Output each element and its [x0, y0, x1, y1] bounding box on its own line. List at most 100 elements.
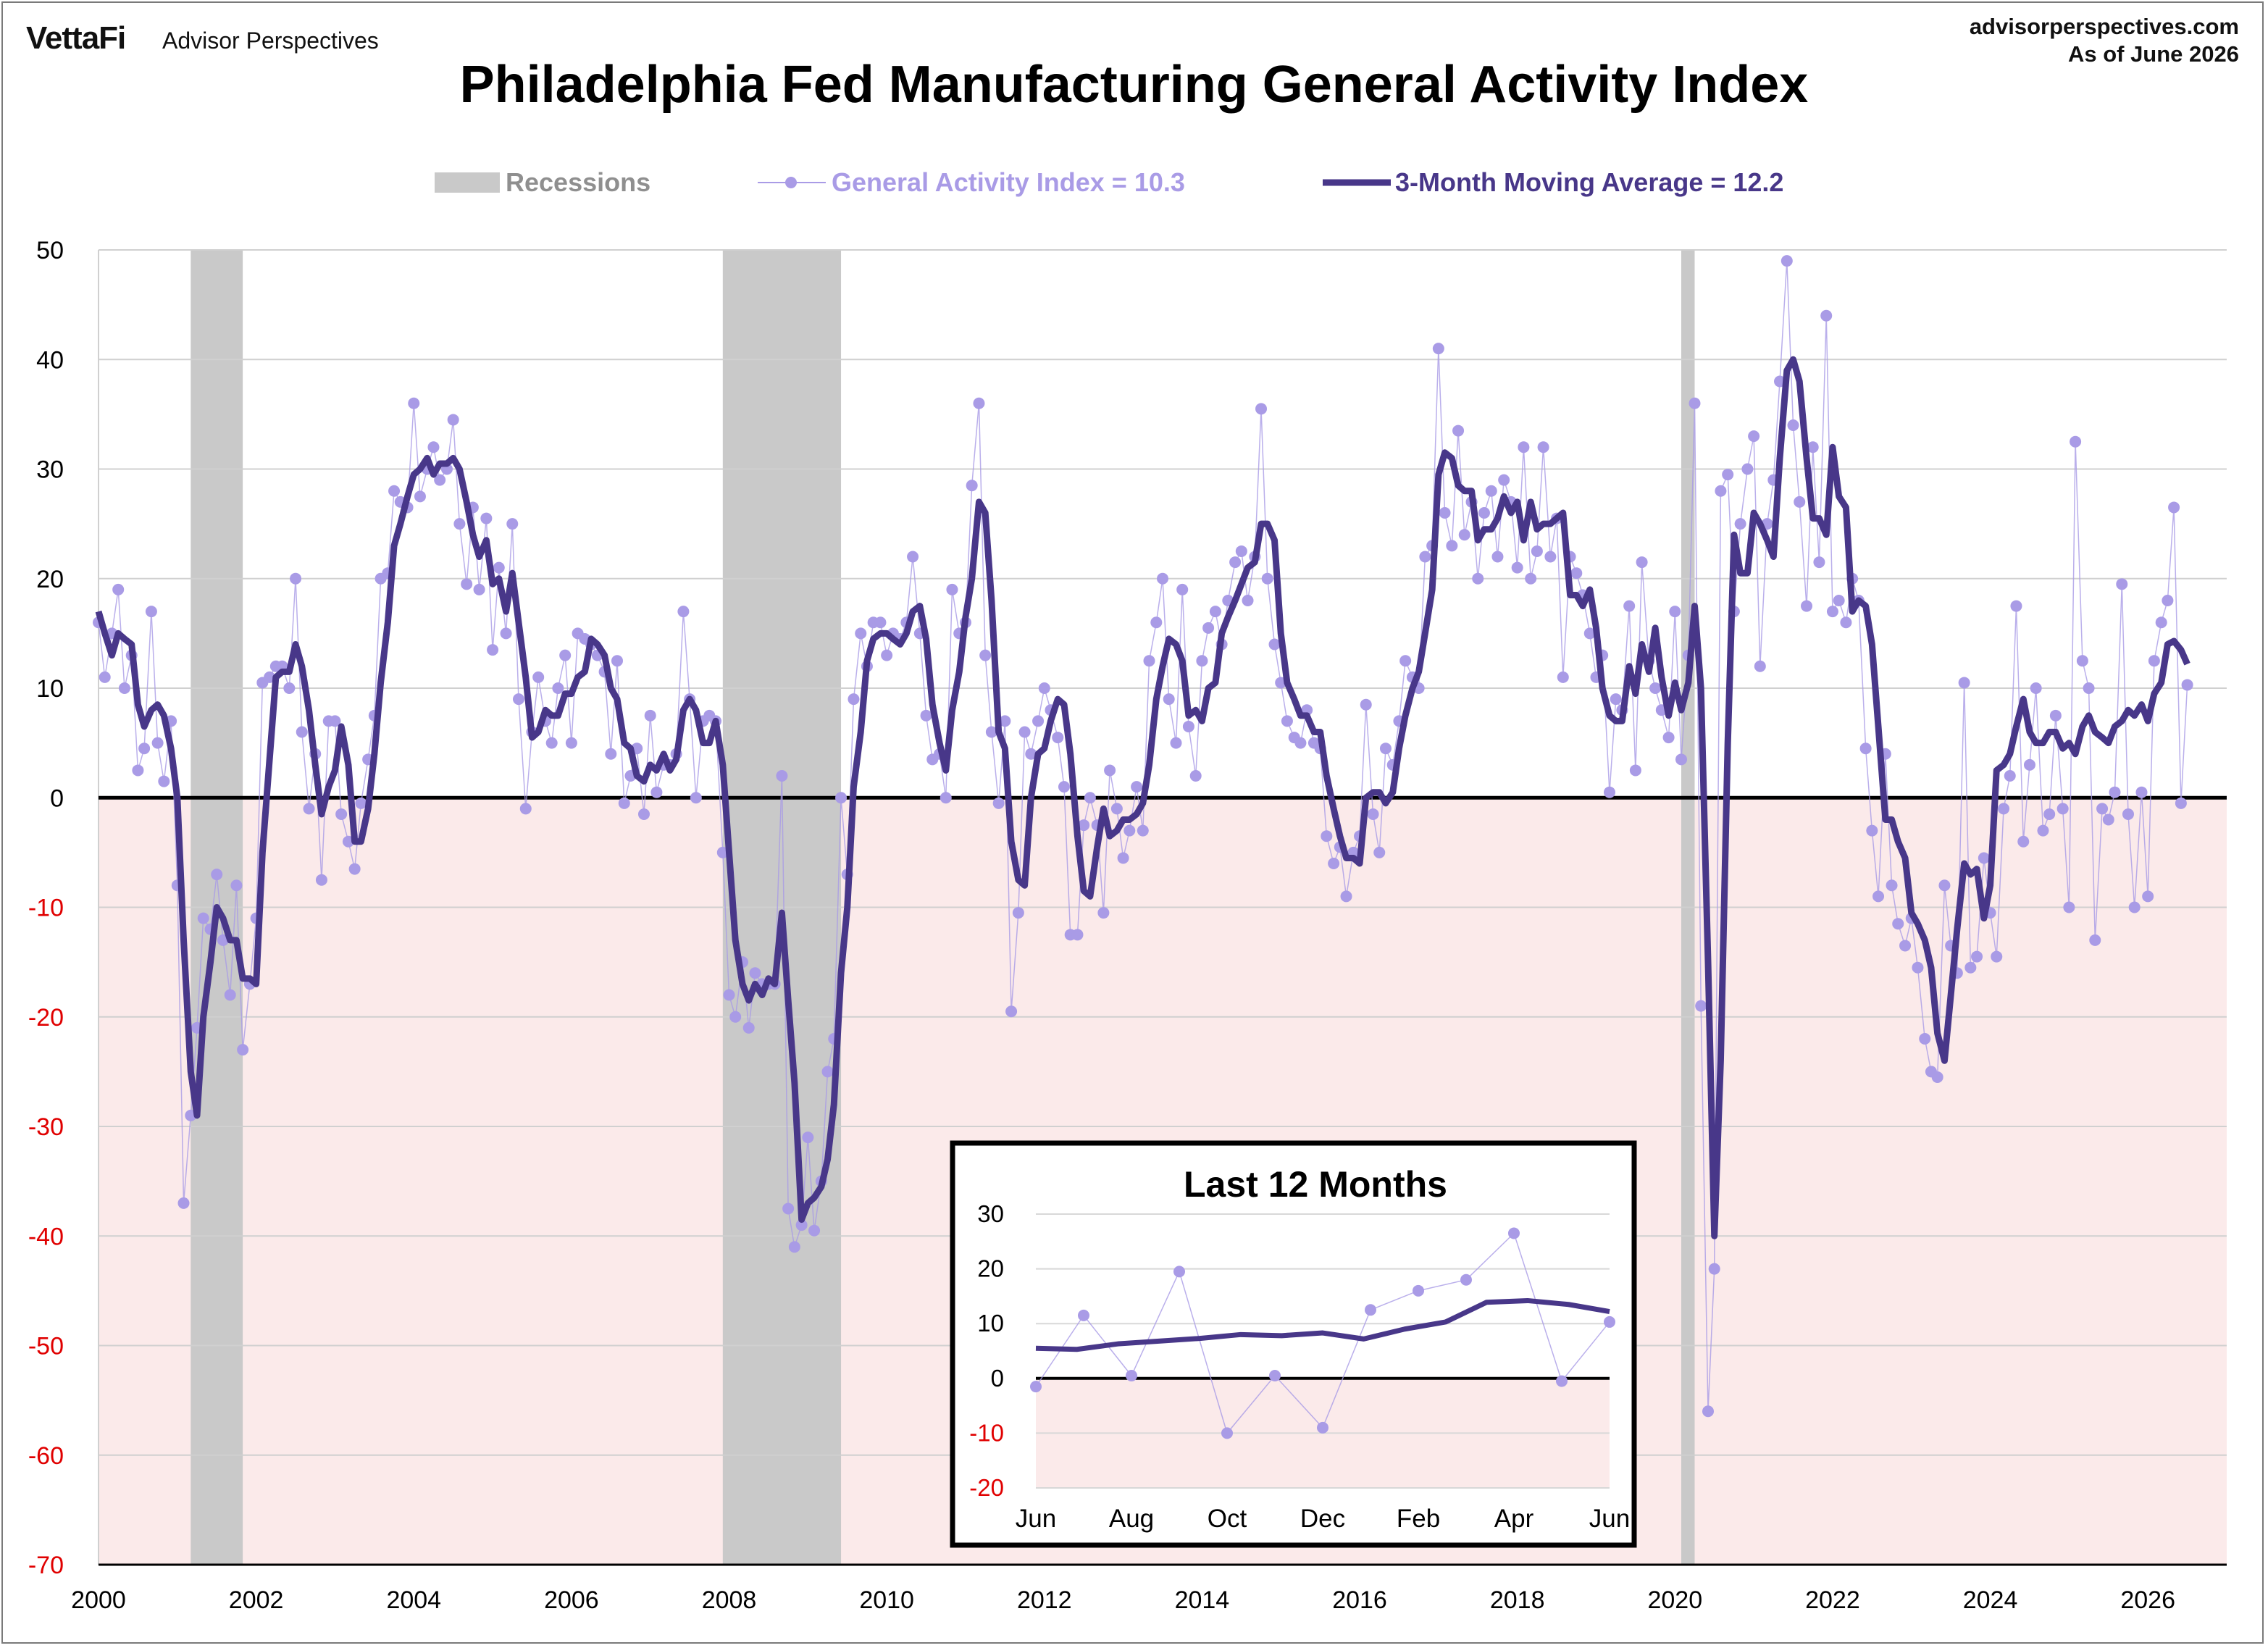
data-point	[1052, 732, 1064, 744]
data-point	[808, 1224, 821, 1237]
inset-title: Last 12 Months	[1184, 1164, 1447, 1205]
data-point	[1754, 660, 1766, 672]
y-tick-label: 40	[36, 346, 64, 374]
data-point	[940, 792, 952, 804]
data-point	[742, 1021, 755, 1034]
data-point	[973, 397, 985, 409]
site-info: advisorperspectives.com As of June 2026	[1970, 13, 2239, 68]
data-point	[1840, 616, 1852, 629]
data-point	[1321, 830, 1333, 842]
data-point	[1432, 343, 1444, 355]
inset-x-tick-label: Apr	[1494, 1505, 1534, 1533]
data-point	[874, 616, 887, 629]
data-point	[1859, 743, 1872, 755]
data-point	[506, 518, 519, 530]
data-point	[946, 583, 958, 595]
data-point	[408, 397, 420, 409]
inset-data-point	[1413, 1284, 1424, 1297]
data-point	[565, 737, 577, 749]
inset-data-point	[1460, 1273, 1472, 1286]
data-point	[1557, 671, 1569, 683]
data-point	[1084, 792, 1096, 804]
data-point	[795, 1219, 808, 1231]
data-point	[512, 693, 524, 706]
data-point	[2017, 835, 2030, 848]
y-tick-label: 20	[36, 566, 64, 593]
y-tick-label: -10	[28, 895, 64, 922]
data-point	[559, 649, 572, 661]
data-point	[427, 441, 440, 453]
data-point	[2155, 616, 2167, 629]
data-point	[999, 715, 1011, 727]
data-point	[2056, 803, 2069, 815]
data-point	[237, 1044, 249, 1056]
data-point	[2010, 600, 2022, 612]
inset-y-tick-label: 20	[977, 1255, 1004, 1282]
inset-data-point	[1078, 1309, 1089, 1321]
data-point	[749, 967, 761, 979]
data-point	[112, 583, 125, 595]
data-point	[1157, 572, 1168, 585]
inset-x-tick-label: Jun	[1016, 1505, 1056, 1533]
data-point	[1708, 1263, 1720, 1275]
data-point	[283, 682, 296, 694]
data-point	[1294, 737, 1307, 749]
y-tick-label: 10	[36, 675, 64, 703]
x-tick-label: 2024	[1963, 1586, 2018, 1614]
x-tick-label: 2012	[1017, 1586, 1072, 1614]
data-point	[644, 709, 656, 721]
data-point	[1801, 600, 1813, 612]
data-point	[1360, 698, 1372, 711]
data-point	[1032, 715, 1045, 727]
y-tick-label: -20	[28, 1004, 64, 1032]
y-tick-label: 50	[36, 237, 64, 264]
data-point	[1058, 781, 1070, 793]
data-point	[1097, 907, 1110, 919]
x-tick-label: 2000	[71, 1586, 126, 1614]
data-point	[480, 512, 493, 524]
data-point	[788, 1241, 800, 1253]
data-point	[1748, 430, 1760, 443]
data-point	[1689, 397, 1701, 409]
data-point	[855, 627, 867, 640]
x-tick-label: 2004	[386, 1586, 441, 1614]
x-tick-label: 2006	[544, 1586, 599, 1614]
data-point	[690, 792, 702, 804]
data-point	[848, 693, 860, 706]
data-point	[1104, 764, 1116, 777]
data-point	[1662, 732, 1675, 744]
data-point	[1379, 743, 1392, 755]
data-point	[1734, 518, 1746, 530]
legend-recession-swatch	[435, 172, 500, 193]
data-point	[1544, 551, 1557, 563]
data-point	[1012, 907, 1024, 919]
data-point	[2116, 578, 2128, 590]
data-point	[2122, 808, 2134, 820]
data-point	[677, 606, 690, 618]
x-tick-label: 2018	[1490, 1586, 1545, 1614]
data-point	[2083, 682, 2095, 694]
inset-x-tick-label: Oct	[1208, 1505, 1247, 1533]
data-point	[1117, 852, 1129, 864]
inset-data-point	[1604, 1316, 1615, 1328]
data-point	[1235, 545, 1247, 557]
inset-y-tick-label: 10	[977, 1310, 1004, 1337]
data-point	[776, 770, 788, 782]
data-point	[1018, 726, 1031, 738]
data-point	[290, 572, 302, 585]
data-point	[1071, 929, 1084, 941]
data-point	[1892, 918, 1904, 930]
data-point	[473, 583, 485, 595]
data-point	[2102, 813, 2114, 826]
vettafi-logo: VettaFi	[26, 20, 126, 56]
site-url[interactable]: advisorperspectives.com	[1969, 14, 2239, 39]
data-point	[1498, 474, 1510, 486]
chart-title: Philadelphia Fed Manufacturing General A…	[459, 56, 1809, 114]
data-point	[1938, 879, 1951, 892]
data-point	[1281, 715, 1293, 727]
data-point	[1899, 940, 1912, 952]
data-point	[1419, 551, 1431, 563]
x-tick-label: 2016	[1332, 1586, 1387, 1614]
inset-data-point	[1556, 1375, 1568, 1387]
